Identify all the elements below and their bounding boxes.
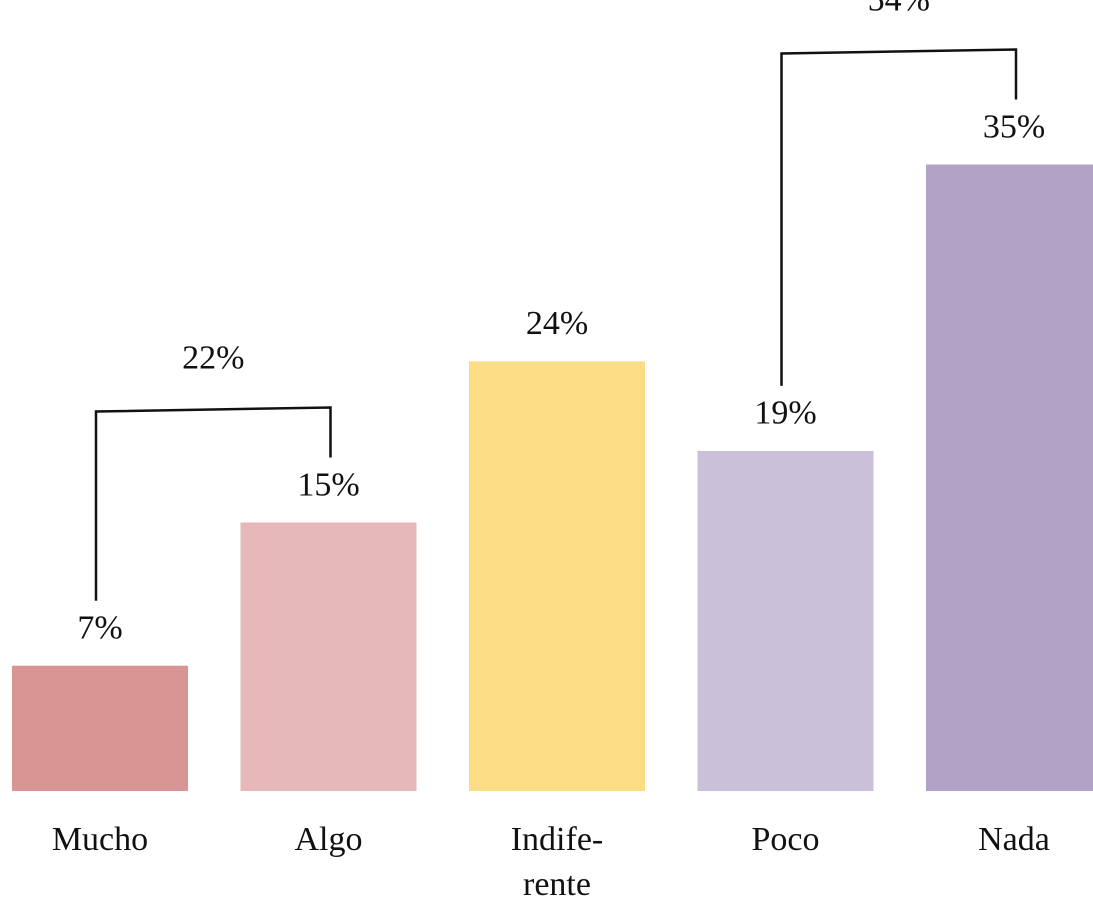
bracket [780,48,1018,386]
value-label: 15% [297,466,359,503]
bar [240,522,417,791]
bracket-label: 54% [868,0,930,18]
category-label: Algo [294,821,363,858]
bar [12,665,188,791]
bracket [94,406,332,601]
category-label: Indife- rente [510,821,604,903]
bracket-label: 22% [182,339,244,376]
bar [926,164,1093,791]
category-label: Nada [978,821,1050,858]
category-label: Mucho [51,821,149,858]
category-label: Poco [751,821,820,858]
value-label: 19% [754,395,816,432]
value-label: 35% [983,108,1045,145]
value-label: 7% [77,609,122,646]
bar [697,450,874,791]
bar [469,361,645,791]
value-label: 24% [526,305,588,342]
